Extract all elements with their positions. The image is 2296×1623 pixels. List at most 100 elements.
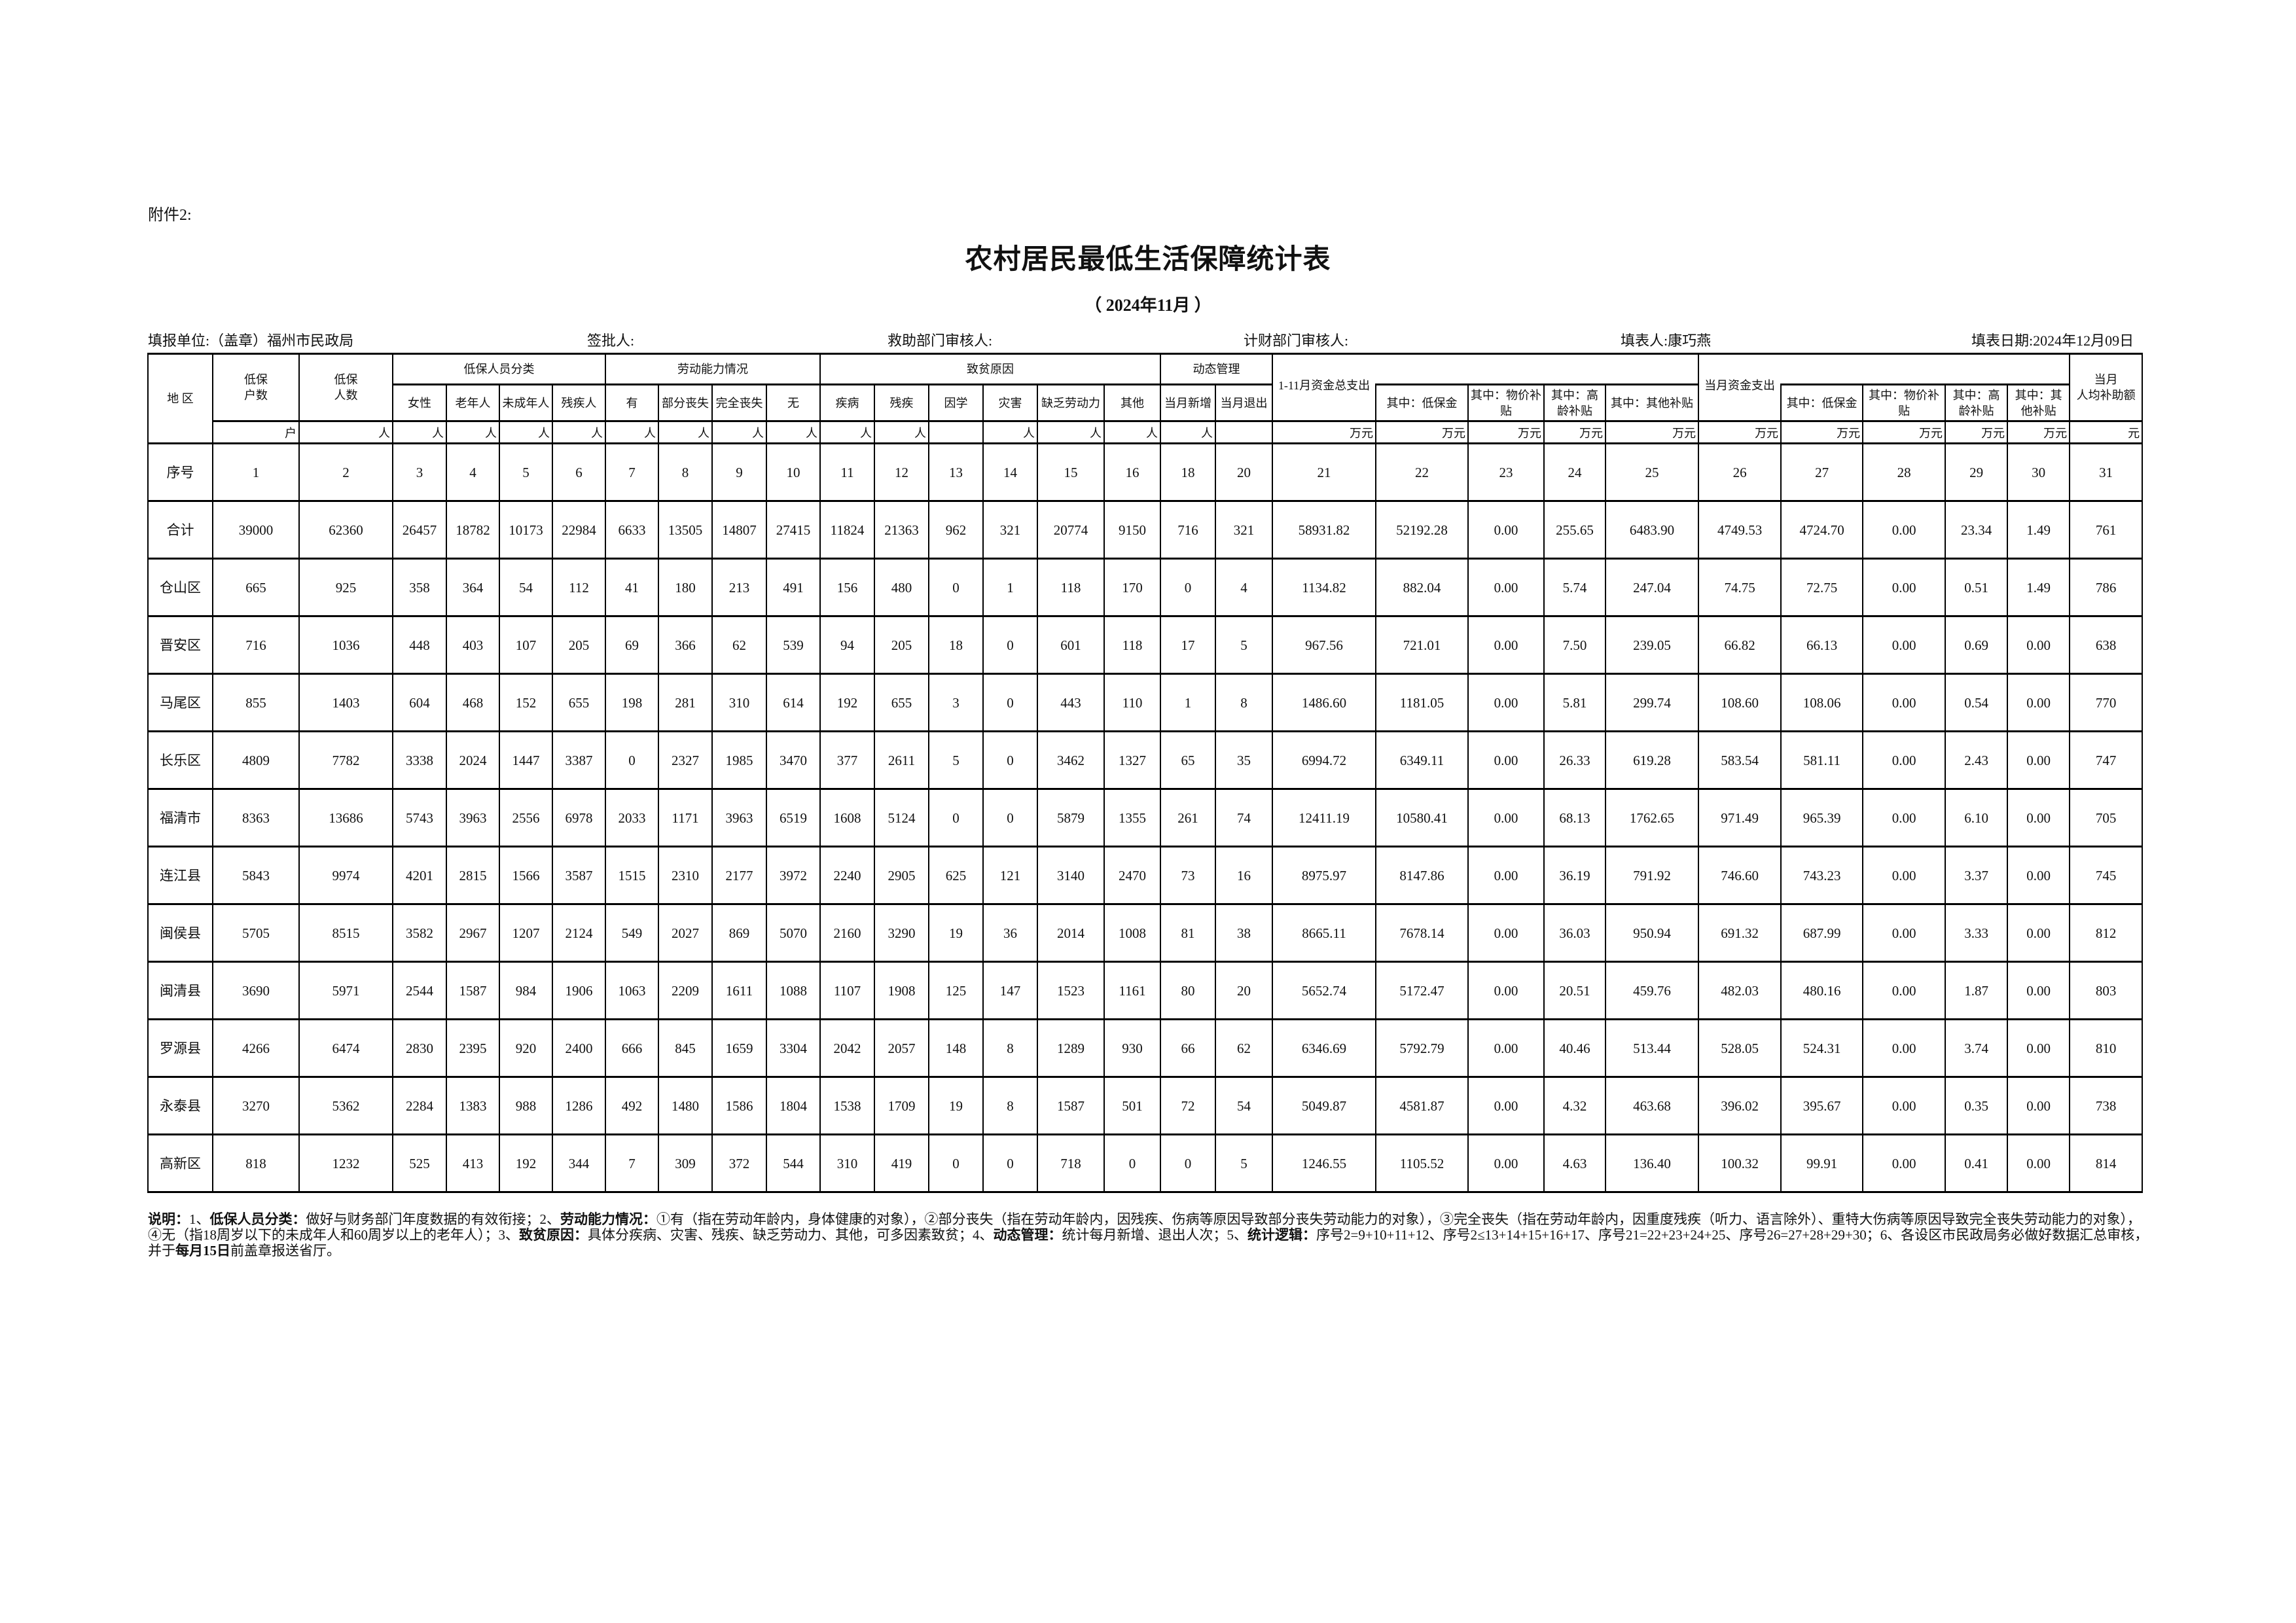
filler-field: 填表人:康巧燕	[1621, 332, 1712, 349]
value-cell: 803	[2069, 961, 2144, 1020]
value-cell: 818	[212, 1133, 300, 1193]
value-cell: 94	[819, 615, 875, 675]
value-cell: 156	[819, 558, 875, 617]
value-cell: 0.00	[1862, 1076, 1946, 1135]
fill-date: 填表日期:2024年12月09日	[1971, 332, 2134, 349]
serial-cell: 9	[711, 442, 767, 502]
value-cell: 0.00	[2007, 1018, 2071, 1078]
unit-cell: 万元	[1272, 420, 1376, 444]
value-cell: 40.46	[1543, 1018, 1606, 1078]
value-cell: 0.00	[1862, 1018, 1946, 1078]
value-cell: 100.32	[1698, 1133, 1782, 1193]
value-cell: 5.74	[1543, 558, 1606, 617]
value-cell: 0.00	[1467, 500, 1545, 560]
serial-cell: 25	[1604, 442, 1700, 502]
value-cell: 4809	[212, 730, 300, 790]
region-cell: 福清市	[147, 788, 213, 847]
value-cell: 413	[446, 1133, 500, 1193]
value-cell: 0	[1103, 1133, 1161, 1193]
value-cell: 2160	[819, 903, 875, 963]
value-cell: 524.31	[1780, 1018, 1864, 1078]
header-row-units: 户人人人人人人人人人人人人人人人万元 万元 万元 万元 万元 万元 万元 万元 万元 万元元	[148, 420, 2144, 444]
footnote-keyword: 致贫原因：	[519, 1227, 588, 1243]
value-cell: 8	[982, 1076, 1038, 1135]
value-cell: 5843	[212, 846, 300, 905]
value-cell: 1289	[1037, 1018, 1105, 1078]
value-cell: 716	[1160, 500, 1216, 560]
value-cell: 281	[658, 673, 713, 732]
subheader-cell: 疾病	[819, 383, 875, 422]
value-cell: 5362	[298, 1076, 393, 1135]
value-cell: 1659	[711, 1018, 767, 1078]
value-cell: 58931.82	[1272, 500, 1376, 560]
unit-cell: 人	[766, 420, 821, 444]
value-cell: 1107	[819, 961, 875, 1020]
unit-cell: 人	[499, 420, 553, 444]
serial-cell: 14	[982, 442, 1038, 502]
reporting-unit: 填报单位:（盖章）福州市民政局	[148, 332, 354, 349]
value-cell: 666	[605, 1018, 659, 1078]
serial-cell: 4	[446, 442, 500, 502]
unit-cell: 人	[1160, 420, 1216, 444]
value-cell: 1586	[711, 1076, 767, 1135]
header-row-columns: 女性 老年人 未成年人 残疾人有部分丧失 完全丧失无疾病 残疾 因学 灾害 缺乏劳动力 其他 当月新…	[148, 379, 2142, 422]
value-cell: 147	[982, 961, 1038, 1020]
value-cell: 1906	[552, 961, 606, 1020]
value-cell: 5070	[766, 903, 821, 963]
value-cell: 8147.86	[1375, 846, 1469, 905]
value-cell: 4.32	[1543, 1076, 1606, 1135]
value-cell: 0.00	[1862, 961, 1946, 1020]
value-cell: 54	[1215, 1076, 1273, 1135]
value-cell: 7	[605, 1133, 659, 1193]
value-cell: 10173	[499, 500, 553, 560]
value-cell: 5	[1215, 615, 1273, 675]
value-cell: 1134.82	[1272, 558, 1376, 617]
value-cell: 2057	[874, 1018, 929, 1078]
serial-cell: 18	[1160, 442, 1216, 502]
subheader-cell: 女性	[392, 383, 447, 422]
value-cell: 419	[874, 1133, 929, 1193]
value-cell: 0	[982, 788, 1038, 847]
value-cell: 1036	[298, 615, 393, 675]
value-cell: 110	[1103, 673, 1161, 732]
value-cell: 5792.79	[1375, 1018, 1469, 1078]
subheader-cell: 残疾	[874, 383, 929, 422]
value-cell: 0.00	[1467, 788, 1545, 847]
value-cell: 3.74	[1945, 1018, 2009, 1078]
value-cell: 0.41	[1945, 1133, 2009, 1193]
value-cell: 1709	[874, 1076, 929, 1135]
serial-cell: 7	[605, 442, 659, 502]
value-cell: 27415	[766, 500, 821, 560]
value-cell: 148	[928, 1018, 984, 1078]
value-cell: 0.54	[1945, 673, 2009, 732]
subheader-cell: 其中：物价补贴	[1862, 383, 1946, 422]
value-cell: 7.50	[1543, 615, 1606, 675]
subheader-cell: 其中：高龄补贴	[1543, 383, 1606, 422]
unit-cell: 万元	[1604, 420, 1700, 444]
value-cell: 6.10	[1945, 788, 2009, 847]
value-cell: 549	[605, 903, 659, 963]
table-row: 永泰县 3270 5362 2284 1383 988 1286 492 1480 1586 180…	[147, 1076, 2144, 1135]
value-cell: 655	[552, 673, 606, 732]
subheader-cell: 完全丧失	[711, 383, 767, 422]
value-cell: 0.00	[2007, 615, 2071, 675]
value-cell: 377	[819, 730, 875, 790]
subheader-cell: 其中：低保金	[1375, 383, 1469, 422]
table-row: 仓山区 665 925 358 364 54 112 41 180 213 491 156 480 0 1 1…	[147, 558, 2144, 617]
value-cell: 4724.70	[1780, 500, 1864, 560]
unit-cell: 万元	[1945, 420, 2009, 444]
value-cell: 855	[212, 673, 300, 732]
value-cell: 180	[658, 558, 713, 617]
value-cell: 814	[2069, 1133, 2144, 1193]
unit-cell: 人	[819, 420, 875, 444]
value-cell: 52192.28	[1375, 500, 1469, 560]
value-cell: 463.68	[1604, 1076, 1700, 1135]
value-cell: 448	[392, 615, 447, 675]
value-cell: 705	[2069, 788, 2144, 847]
value-cell: 2611	[874, 730, 929, 790]
value-cell: 845	[658, 1018, 713, 1078]
value-cell: 3470	[766, 730, 821, 790]
value-cell: 0.00	[1467, 1076, 1545, 1135]
value-cell: 2284	[392, 1076, 447, 1135]
value-cell: 0	[1160, 558, 1216, 617]
